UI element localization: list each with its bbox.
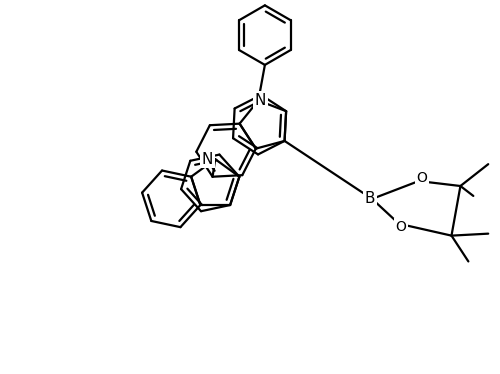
Text: B: B: [365, 191, 376, 206]
Text: N: N: [254, 93, 266, 108]
Text: O: O: [416, 171, 427, 185]
Text: N: N: [202, 152, 213, 167]
Text: O: O: [396, 220, 406, 234]
